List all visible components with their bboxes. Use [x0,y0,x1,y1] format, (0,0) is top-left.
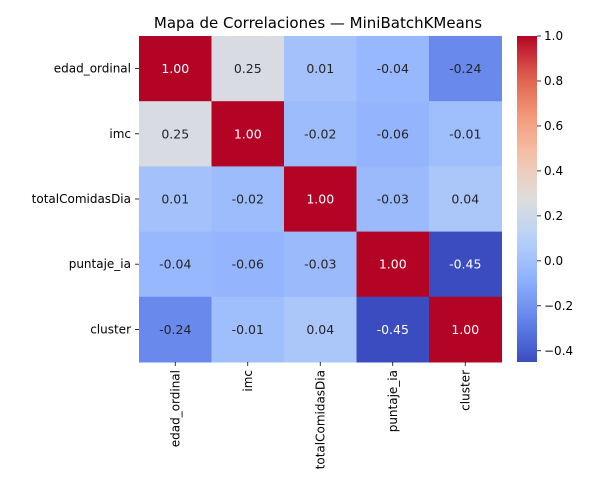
cell-value-label: 0.25 [161,126,189,141]
cell-value-label: 0.04 [451,192,479,207]
heatmap-cell [211,166,285,233]
cell-value-label: 0.01 [306,61,334,76]
colorbar-tick-label: 0.6 [544,119,563,133]
cell-value-label: -0.01 [449,126,481,141]
y-tick-label: edad_ordinal [54,62,131,76]
heatmap-cell [356,231,430,298]
cell-value-label: -0.02 [232,192,264,207]
heatmap-cell [356,36,430,102]
cell-value-label: -0.45 [377,322,409,337]
heatmap-cell [284,166,357,233]
heatmap-cell [284,36,357,102]
heatmap-cell [211,101,285,167]
cell-value-label: -0.02 [304,126,336,141]
cell-value-label: 0.04 [306,322,334,337]
heatmap-cell [429,36,502,102]
heatmap-cell [429,231,502,298]
cell-value-label: -0.04 [377,61,409,76]
x-axis-tick-labels: edad_ordinal imc totalComidasDia puntaje_ia… [168,362,472,469]
cell-value-label: -0.01 [232,322,264,337]
x-tick-label: totalComidasDia [313,370,327,469]
colorbar-tick-label: 0.0 [544,254,563,268]
x-tick-label: puntaje_ia [386,370,400,432]
cell-value-label: -0.06 [377,126,409,141]
heatmap-cell [211,231,285,298]
colorbar-tick-label: 0.2 [544,209,563,223]
cell-value-label: 1.00 [451,322,479,337]
x-tick-label: imc [241,370,255,392]
cell-value-label: 1.00 [234,126,262,141]
heatmap-cell [139,231,212,298]
y-tick-label: puntaje_ia [69,257,131,271]
heatmap-cell [284,101,357,167]
heatmap-cell [429,166,502,233]
cell-value-label: -0.45 [449,257,481,272]
x-tick-label: edad_ordinal [168,370,182,447]
heatmap-cell [356,101,430,167]
colorbar-tick-label: 0.8 [544,74,563,88]
colorbar-tick-label: −0.2 [544,299,573,313]
heatmap-cell [139,296,212,363]
heatmap-cell [139,36,212,102]
colorbar [517,36,537,362]
colorbar-tick-label: −0.4 [544,344,573,358]
heatmap-cell [211,296,285,363]
heatmap-cell [284,231,357,298]
heatmap-cell [211,36,285,102]
heatmap-cell [356,166,430,233]
colorbar-tick-label: 0.4 [544,164,563,178]
cell-value-label: -0.03 [377,192,409,207]
cell-value-label: 1.00 [161,61,189,76]
cell-value-label: -0.06 [232,257,264,272]
cell-value-label: 0.01 [161,192,189,207]
heatmap-cells: 1.00 0.25 0.01 -0.04 -0.24 0.25 1.00 -0.02 -0.06… [139,36,502,363]
cell-value-label: 1.00 [306,192,334,207]
colorbar-tick-label: 1.0 [544,29,563,43]
y-tick-label: totalComidasDia [32,192,131,206]
cell-value-label: -0.24 [159,322,191,337]
heatmap-cell [429,296,502,363]
colorbar-ticks: 1.0 0.8 0.6 0.4 0.2 0.0 −0.2 −0.4 [537,29,573,358]
heatmap-cell [139,166,212,233]
heatmap-cell [429,101,502,167]
y-tick-label: imc [109,127,131,141]
heatmap-cell [139,101,212,167]
cell-value-label: -0.03 [304,257,336,272]
heatmap-cell [356,296,430,363]
heatmap-cell [284,296,357,363]
chart-title: Mapa de Correlaciones — MiniBatchKMeans [154,14,482,32]
cell-value-label: -0.04 [159,257,191,272]
cell-value-label: 0.25 [234,61,262,76]
cell-value-label: -0.24 [449,61,481,76]
cell-value-label: 1.00 [379,257,407,272]
y-tick-label: cluster [90,322,131,336]
x-tick-label: cluster [458,370,472,411]
